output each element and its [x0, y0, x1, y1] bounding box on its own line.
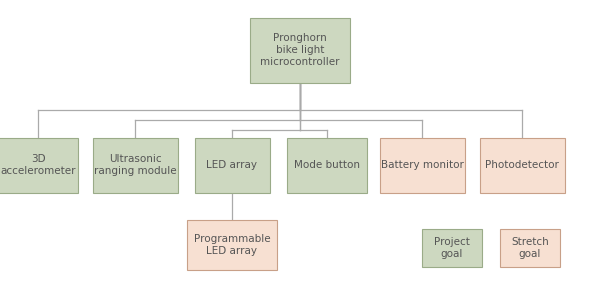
Text: Stretch
goal: Stretch goal	[511, 237, 549, 259]
Text: Ultrasonic
ranging module: Ultrasonic ranging module	[94, 154, 176, 176]
FancyBboxPatch shape	[287, 137, 367, 192]
Text: Battery monitor: Battery monitor	[380, 160, 463, 170]
FancyBboxPatch shape	[380, 137, 464, 192]
FancyBboxPatch shape	[479, 137, 565, 192]
FancyBboxPatch shape	[250, 17, 350, 82]
FancyBboxPatch shape	[187, 220, 277, 270]
Text: 3D
accelerometer: 3D accelerometer	[0, 154, 76, 176]
FancyBboxPatch shape	[0, 137, 78, 192]
FancyBboxPatch shape	[194, 137, 269, 192]
FancyBboxPatch shape	[500, 229, 560, 267]
Text: Photodetector: Photodetector	[485, 160, 559, 170]
Text: Project
goal: Project goal	[434, 237, 470, 259]
Text: Pronghorn
bike light
microcontroller: Pronghorn bike light microcontroller	[260, 33, 340, 67]
FancyBboxPatch shape	[92, 137, 178, 192]
FancyBboxPatch shape	[422, 229, 482, 267]
Text: Mode button: Mode button	[294, 160, 360, 170]
Text: Programmable
LED array: Programmable LED array	[194, 234, 271, 256]
Text: LED array: LED array	[206, 160, 257, 170]
